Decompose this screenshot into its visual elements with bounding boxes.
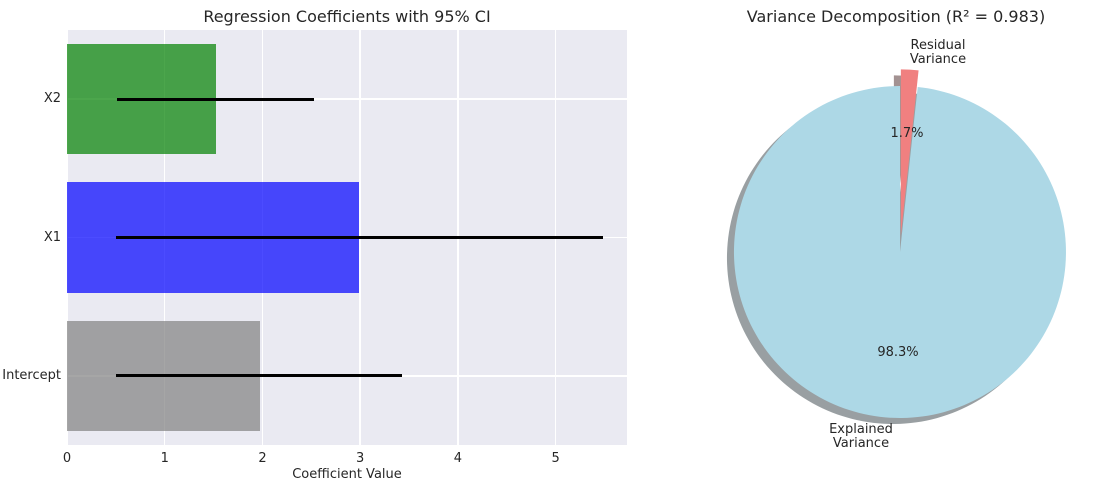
x-tick-label: 3 [356, 451, 365, 466]
errorbar-intercept [115, 374, 403, 378]
pie-chart-title: Variance Decomposition (R² = 0.983) [746, 7, 1046, 26]
x-tick-label: 5 [551, 451, 560, 466]
pie-slice-explained-variance [733, 86, 1066, 418]
y-tick-label-x2: X2 [43, 91, 61, 107]
bar-chart-title: Regression Coefficients with 95% CI [203, 7, 491, 26]
x-tick-label: 2 [258, 451, 267, 466]
y-tick-label-intercept: Intercept [2, 367, 61, 383]
pie-label-explained-variance: Explained Variance [829, 422, 893, 451]
pie-pct-label-explained: 98.3% [877, 345, 919, 360]
pie-chart: Variance Decomposition (R² = 0.983) Resi… [660, 0, 1119, 490]
bar-chart: Regression Coefficients with 95% CI Coef… [2, 7, 627, 482]
x-tick-label: 0 [62, 451, 72, 466]
bar-x-axis-label: Coefficient Value [292, 467, 402, 482]
x-tick-label: 4 [453, 451, 463, 466]
gridline-horizontal [67, 98, 627, 100]
pie-plot-area [726, 69, 1066, 424]
y-tick-label-x1: X1 [43, 229, 61, 245]
errorbar-x1 [115, 236, 603, 239]
pie-label-residual-variance: Residual Variance [909, 38, 967, 67]
bar-plot-area [67, 30, 627, 445]
pie-pct-label-residual: 1.7% [890, 126, 924, 141]
errorbar-x2 [116, 97, 315, 101]
x-tick-label: 1 [160, 451, 169, 466]
pie-slice-residual-variance [900, 69, 919, 236]
